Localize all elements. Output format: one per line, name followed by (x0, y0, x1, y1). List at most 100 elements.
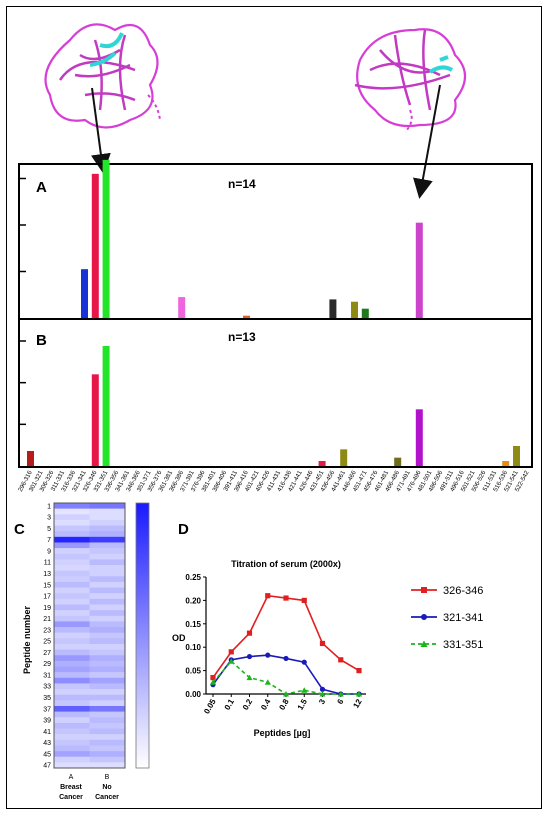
heatmap-cell-a (54, 576, 90, 583)
heatmap-cell-b (89, 655, 125, 662)
row-tick-label: 21 (43, 616, 51, 623)
panel-d-letter: D (178, 521, 189, 538)
legend-label: 331-351 (443, 639, 483, 651)
heatmap-cell-a (54, 610, 90, 617)
heatmap-cell-a (54, 542, 90, 549)
heatmap-cell-b (89, 570, 125, 577)
protein-structure-right-icon (354, 28, 467, 133)
heatmap-cell-b (89, 565, 125, 571)
y-tick-label: 0.10 (185, 643, 201, 652)
color-scale-bar (135, 502, 150, 769)
heatmap-cell-b (89, 756, 125, 763)
x-tick-label: 3 (317, 697, 327, 706)
row-tick-label: 7 (47, 537, 51, 544)
heatmap-cell-b (89, 508, 125, 515)
heatmap-cell-b (89, 711, 125, 718)
heatmap-cell-a (54, 666, 90, 673)
heatmap-cell-a (54, 734, 90, 741)
heatmap-cell-a (54, 655, 90, 662)
heatmap-cell-b (89, 587, 125, 594)
heatmap-cell-b (89, 728, 125, 735)
heatmap-cell-b (89, 632, 125, 639)
bar-521-541 (513, 446, 520, 466)
row-tick-label: 31 (43, 672, 51, 679)
heatmap-cell-a (54, 525, 90, 532)
heatmap-cell-a (54, 604, 90, 611)
heatmap-cell-a (54, 762, 90, 769)
row-tick-label: 35 (43, 695, 51, 702)
heatmap-cell-b (89, 548, 125, 555)
heatmap-cell-b (89, 672, 125, 679)
series-line-326-346 (212, 594, 360, 679)
heatmap-cell-a (54, 672, 90, 679)
heatmap-cell-a (54, 728, 90, 735)
heatmap-cell-a (54, 632, 90, 639)
heatmap-cell-a (54, 660, 90, 667)
heatmap-cell-a (54, 559, 90, 566)
heatmap-cell-b (89, 542, 125, 549)
row-tick-label: 11 (44, 560, 51, 567)
x-tick-label: 0.05 (202, 697, 218, 715)
point-331-351 (283, 691, 289, 697)
heatmap-cell-b (89, 734, 125, 741)
point-331-351 (264, 679, 271, 685)
heatmap-cell-b (89, 553, 125, 560)
heatmap-cell-a (54, 700, 90, 707)
point-331-351 (210, 679, 216, 685)
heatmap-cell-b (89, 576, 125, 583)
row-tick-label: 43 (43, 740, 51, 747)
heatmap-cell-a (54, 508, 90, 515)
point-331-351 (356, 691, 362, 697)
heatmap-cell-b (89, 762, 125, 769)
bar-476-496 (415, 409, 423, 466)
y-axis-label: OD (172, 633, 186, 643)
row-tick-label: 25 (43, 639, 51, 646)
heatmap-cell-a (54, 711, 90, 718)
heatmap-cell-b (89, 525, 125, 532)
bar-326-346 (91, 374, 99, 466)
heatmap-cell-b (89, 745, 125, 752)
point-326-346 (228, 649, 234, 655)
row-tick-label: 45 (43, 751, 51, 758)
panel-b-letter: B (36, 332, 47, 349)
point-326-346 (210, 675, 216, 681)
point-326-346 (246, 630, 253, 636)
heatmap-cell-b (89, 666, 125, 673)
arrow-left (90, 87, 111, 174)
point-331-351 (301, 687, 308, 693)
x-tick-label: 0.2 (241, 697, 255, 712)
y-tick-label: 0.20 (185, 596, 201, 605)
x-tick-label: 0.8 (277, 697, 291, 712)
x-axis-label: Peptides [µg] (254, 728, 311, 738)
heatmap-cell-a (54, 615, 90, 622)
panel-a-letter: A (36, 179, 47, 196)
col-b-letter: B (105, 774, 110, 781)
row-tick-label: 13 (43, 571, 51, 578)
panel-a-chart: A n=14 (18, 159, 533, 320)
heatmap-cell-a (54, 739, 90, 746)
heatmap-cell-a (54, 627, 90, 633)
panel-d-line-chart: D Titration of serum (2000x)0.000.050.10… (172, 521, 483, 738)
x-tick-label: 0.1 (223, 697, 237, 712)
y-tick-label: 0.25 (185, 573, 201, 582)
legend-label: 326-346 (443, 585, 483, 597)
peptide-axis-labels: 296-316301-321306-326311-331316-336321-3… (17, 469, 531, 493)
heatmap-cell-b (89, 649, 125, 656)
heatmap-cell-b (89, 593, 125, 600)
heatmap-cell-b (89, 638, 125, 645)
panel-c-heatmap: C Peptide number 13579111315171921232527… (14, 502, 150, 801)
point-326-346 (356, 668, 362, 674)
point-321-341 (283, 655, 289, 662)
heatmap-cell-b (89, 581, 125, 588)
heatmap-cell-b (89, 705, 125, 712)
figure-frame (6, 6, 542, 809)
bar-331-351 (102, 159, 110, 318)
bar-296-316 (27, 451, 34, 466)
heatmap-cell-a (54, 570, 90, 577)
panel-c-ylabel: Peptide number (22, 606, 32, 675)
heatmap-cell-b (89, 604, 125, 611)
heatmap-cell-a (54, 689, 90, 696)
y-tick-label: 0.15 (185, 620, 201, 629)
heatmap-cell-a (54, 587, 90, 594)
